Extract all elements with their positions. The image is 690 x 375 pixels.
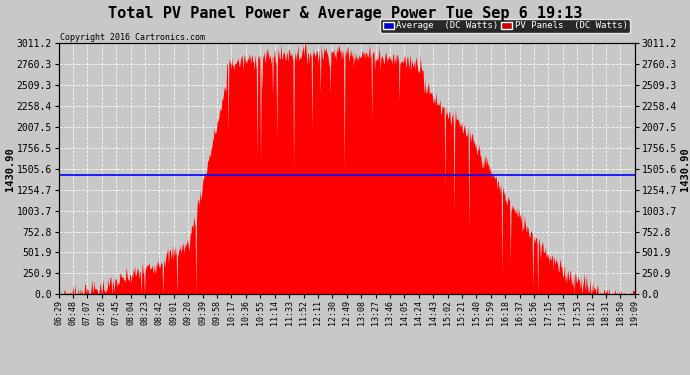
Text: Copyright 2016 Cartronics.com: Copyright 2016 Cartronics.com (60, 33, 205, 42)
Text: Total PV Panel Power & Average Power Tue Sep 6 19:13: Total PV Panel Power & Average Power Tue… (108, 6, 582, 21)
Y-axis label: 1430.90: 1430.90 (680, 147, 690, 190)
Legend: Average  (DC Watts), PV Panels  (DC Watts): Average (DC Watts), PV Panels (DC Watts) (380, 19, 630, 33)
Y-axis label: 1430.90: 1430.90 (5, 147, 15, 190)
